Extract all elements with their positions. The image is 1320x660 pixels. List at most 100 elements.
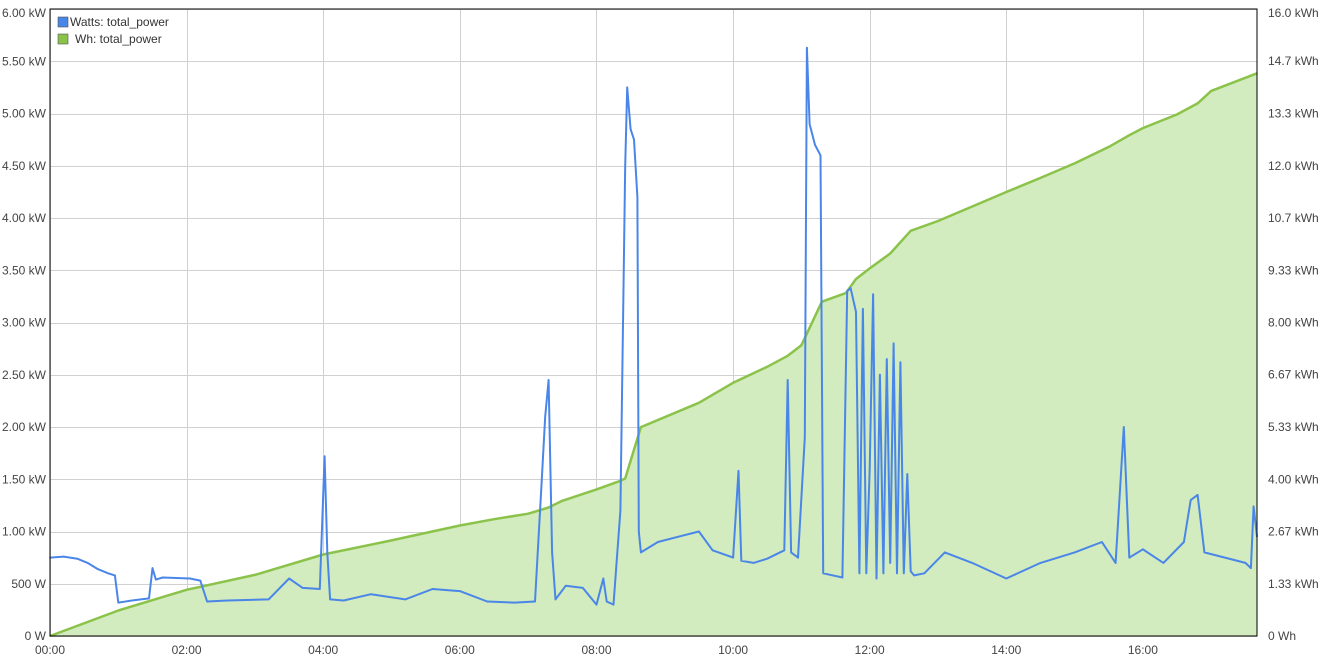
series-watts-point xyxy=(1203,551,1206,554)
series-watts-point xyxy=(1005,577,1008,580)
series-watts-point xyxy=(633,138,635,141)
x-tick-label: 10:00 xyxy=(718,643,748,657)
y-left-tick-label: 4.00 kW xyxy=(2,211,47,225)
series-watts-point xyxy=(370,593,372,595)
series-watts-point xyxy=(1039,562,1042,564)
series-watts-point xyxy=(752,562,755,564)
series-watts-point xyxy=(1183,541,1185,543)
series-watts-point xyxy=(404,598,407,601)
series-watts-point xyxy=(875,577,878,580)
series-watts-point xyxy=(797,556,799,559)
y-right-tick-label: 4.00 kWh xyxy=(1268,472,1319,486)
y-right-tick-label: 5.33 kWh xyxy=(1268,420,1319,434)
series-watts-point xyxy=(806,46,808,49)
series-watts-point xyxy=(846,290,848,292)
series-watts-point xyxy=(554,598,557,601)
y-right-tick-label: 10.7 kWh xyxy=(1268,211,1319,225)
y-right-tick-label: 9.33 kWh xyxy=(1268,263,1319,277)
series-watts-point xyxy=(1189,499,1192,501)
y-right-tick-labels: 0 Wh 1.33 kWh 2.67 kWh 4.00 kWh 5.33 kWh 6.67… xyxy=(1268,6,1319,643)
series-watts-point xyxy=(431,588,434,590)
series-watts-point xyxy=(629,128,632,130)
y-left-tick-label: 6.00 kW xyxy=(2,6,47,20)
x-tick-label: 06:00 xyxy=(445,643,475,657)
y-left-tick-label: 2.50 kW xyxy=(2,368,47,382)
series-watts-point xyxy=(1142,548,1144,551)
series-watts-point xyxy=(879,374,881,376)
series-watts-point xyxy=(677,535,680,538)
series-watts-point xyxy=(892,342,895,345)
series-watts-point xyxy=(903,572,905,575)
series-watts-point xyxy=(896,572,898,575)
x-tick-label: 16:00 xyxy=(1128,643,1158,657)
series-watts-point xyxy=(151,567,154,569)
series-watts-point xyxy=(872,293,874,296)
series-watts-point xyxy=(944,551,946,554)
series-watts-point xyxy=(155,578,157,581)
series-watts-point xyxy=(189,577,191,580)
series-watts-point xyxy=(595,603,598,606)
series-watts-point xyxy=(698,530,700,533)
y-left-tick-label: 5.00 kW xyxy=(2,107,47,121)
y-left-tick-label: 4.50 kW xyxy=(2,159,47,173)
series-watts-point xyxy=(1162,562,1165,564)
x-tick-label: 04:00 xyxy=(308,643,338,657)
series-watts-point xyxy=(732,556,734,559)
series-watts-point xyxy=(868,468,871,470)
series-watts-point xyxy=(544,415,546,418)
series-area-group xyxy=(49,72,1258,638)
series-line-group xyxy=(49,46,1258,606)
y-right-tick-label: 6.67 kWh xyxy=(1268,368,1319,382)
series-watts-point xyxy=(319,588,321,590)
series-wh-line xyxy=(49,72,1258,638)
series-watts-point xyxy=(107,572,109,575)
series-watts-point xyxy=(301,587,304,589)
legend-label-wh: Wh: total_power xyxy=(75,32,162,46)
series-watts-point xyxy=(865,572,868,575)
series-watts-point xyxy=(790,551,792,554)
y-left-tick-label: 3.00 kW xyxy=(2,316,47,330)
series-watts-point xyxy=(1128,556,1131,559)
series-watts-point xyxy=(737,470,740,472)
series-watts-point xyxy=(711,549,714,552)
y-right-tick-label: 14.7 kWh xyxy=(1268,54,1319,68)
series-watts-point xyxy=(582,587,584,589)
x-tick-label: 14:00 xyxy=(991,643,1021,657)
series-watts-point xyxy=(766,557,768,560)
series-watts-point xyxy=(624,165,626,167)
series-watts-point xyxy=(1073,551,1076,554)
series-watts-point xyxy=(971,562,973,564)
series-watts-point xyxy=(882,572,885,575)
series-watts-point xyxy=(513,601,516,604)
series-watts-point xyxy=(131,599,133,602)
x-tick-label: 00:00 xyxy=(35,643,65,657)
legend-item-wh[interactable]: Wh: total_power xyxy=(57,32,162,46)
series-watts-point xyxy=(636,196,639,198)
y-left-tick-label: 3.50 kW xyxy=(2,263,47,277)
series-watts-point xyxy=(602,577,605,580)
series-watts-point xyxy=(76,557,79,560)
series-watts-point xyxy=(804,436,806,439)
series-watts-point xyxy=(640,551,642,554)
series-watts-point xyxy=(638,530,640,533)
series-watts-point xyxy=(86,562,89,564)
series-watts-point xyxy=(886,358,888,360)
legend-swatch-watts xyxy=(57,16,69,28)
series-watts-point xyxy=(657,541,659,543)
legend-background xyxy=(54,13,176,49)
series-watts-point xyxy=(206,600,208,603)
series-watts-point xyxy=(899,361,902,364)
legend-item-watts[interactable]: Watts: total_power xyxy=(57,15,169,29)
series-watts-point xyxy=(814,144,816,146)
series-watts-point xyxy=(612,603,615,606)
series-watts-point xyxy=(819,154,822,157)
series-watts-point xyxy=(323,455,326,458)
series-watts-point xyxy=(862,308,864,310)
series-watts-point xyxy=(199,579,202,582)
y-right-tick-label: 1.33 kWh xyxy=(1268,577,1319,591)
series-watts-line xyxy=(49,46,1258,606)
series-watts-point xyxy=(534,600,536,603)
legend-swatch-wh xyxy=(57,33,69,45)
series-watts-point xyxy=(1244,562,1247,564)
